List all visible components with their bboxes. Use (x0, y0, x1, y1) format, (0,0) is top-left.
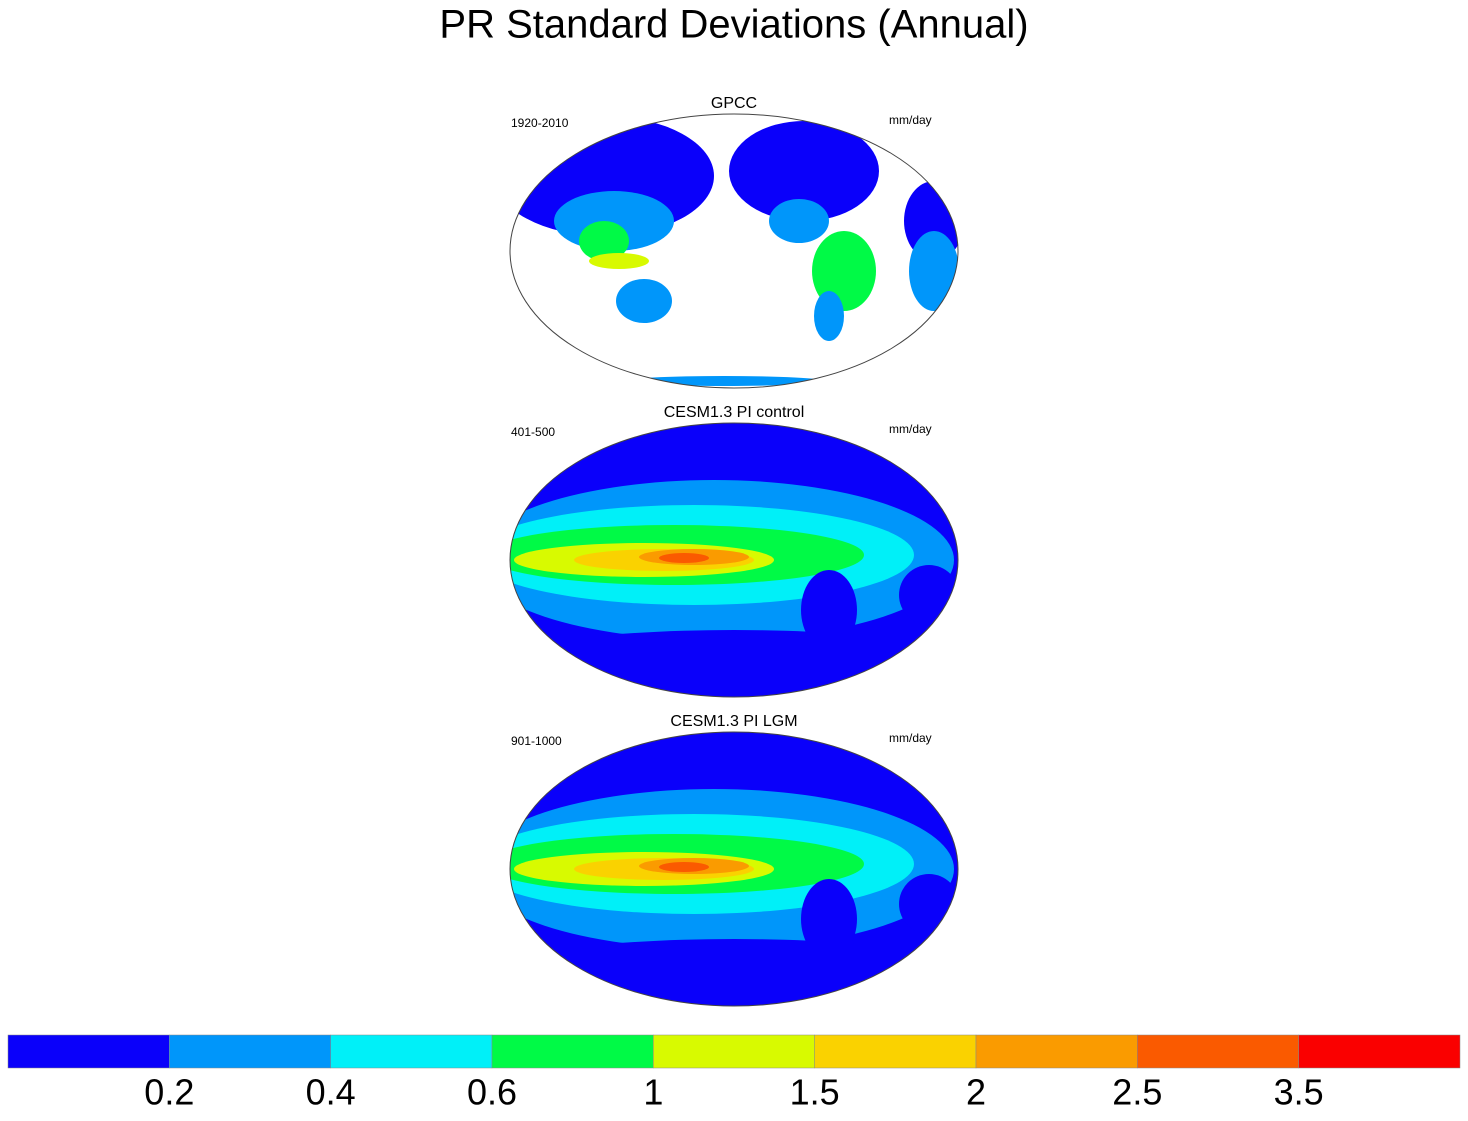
colorbar-box (653, 1034, 815, 1069)
dry-east-pacific (801, 879, 857, 959)
se-asia (579, 221, 629, 261)
dry-atlantic (899, 565, 958, 625)
dry-south (510, 939, 958, 1006)
map-panel (510, 732, 958, 1006)
north-america (729, 121, 879, 221)
africa-south (909, 231, 958, 311)
colorbar-label: 2 (966, 1072, 986, 1113)
south-america (812, 231, 876, 311)
colorbar-label: 3.5 (1274, 1072, 1324, 1113)
colorbar-box (7, 1034, 170, 1069)
map-border (509, 422, 959, 698)
map-panel (510, 423, 958, 697)
antarctica-edge (624, 376, 824, 386)
colorbar-label: 0.6 (467, 1072, 517, 1113)
colorbar-box (1137, 1034, 1299, 1069)
colorbar-box (814, 1034, 977, 1069)
panel-title: CESM1.3 PI LGM (670, 713, 797, 730)
dry-south (510, 630, 958, 697)
panel-title: CESM1.3 PI control (664, 404, 805, 421)
colorbar-box (169, 1034, 331, 1069)
colorbar-label: 0.4 (306, 1072, 356, 1113)
colorbar-box (491, 1034, 654, 1069)
panel-period: 901-1000 (511, 734, 562, 748)
map-panel (510, 114, 958, 388)
panel-period: 1920-2010 (511, 116, 569, 130)
map-border (509, 731, 959, 1007)
colorbar-label: 1.5 (790, 1072, 840, 1113)
colorbar-box (330, 1034, 493, 1069)
central-america (769, 199, 829, 243)
band-7 (659, 862, 709, 872)
colorbar-label: 0.2 (144, 1072, 194, 1113)
colorbar-box (975, 1034, 1138, 1069)
panel-title: GPCC (711, 95, 757, 112)
main-title: PR Standard Deviations (Annual) (439, 3, 1028, 47)
colorbar-label: 1 (643, 1072, 663, 1113)
band-7 (659, 553, 709, 563)
south-america-south (814, 291, 844, 341)
panel-units: mm/day (889, 113, 932, 127)
colorbar-label: 2.5 (1112, 1072, 1162, 1113)
panel-units: mm/day (889, 731, 932, 745)
indonesia (589, 253, 649, 269)
panel-period: 401-500 (511, 425, 555, 439)
panel-units: mm/day (889, 422, 932, 436)
dry-east-pacific (801, 570, 857, 650)
map-border (509, 113, 959, 389)
australia (616, 279, 672, 323)
dry-atlantic (899, 874, 958, 934)
colorbar-box (1298, 1034, 1461, 1069)
